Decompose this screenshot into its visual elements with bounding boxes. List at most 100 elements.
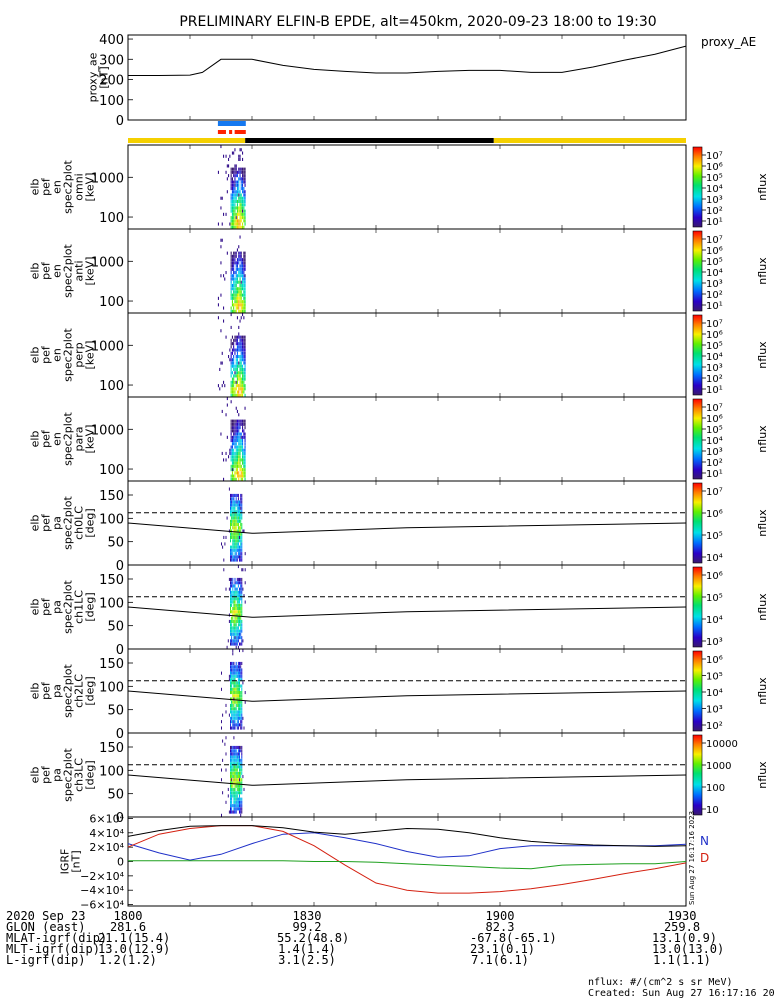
- spectrogram-cell: [230, 264, 232, 268]
- spectrogram-cell: [240, 193, 242, 197]
- spectrogram-cell: [236, 464, 238, 468]
- spectrogram-cell: [230, 755, 231, 759]
- spectrogram-cell: [224, 277, 226, 281]
- spectrogram-cell: [231, 545, 233, 549]
- spectrogram-cell: [242, 355, 244, 359]
- spectrogram-cell: [235, 183, 237, 187]
- energy_para-ylabel-line: para: [73, 427, 86, 452]
- spectrogram-cell: [237, 510, 239, 514]
- spectrogram-cell: [237, 645, 239, 649]
- spectrogram-cell: [235, 432, 237, 436]
- spectrogram-cell: [241, 684, 243, 688]
- spectrogram-cell: [237, 778, 239, 782]
- spectrogram-cell: [240, 335, 242, 339]
- spectrogram-cell: [240, 613, 242, 617]
- spectrogram-cell: [242, 335, 244, 339]
- spectrogram-cell: [231, 216, 233, 220]
- spectrogram-cell: [243, 167, 245, 171]
- spectrogram-cell: [230, 345, 232, 349]
- spectrogram-cell: [235, 503, 237, 507]
- spectrogram-cell: [237, 691, 239, 695]
- spectrogram-cell: [231, 361, 233, 365]
- spectrogram-cell: [235, 703, 237, 707]
- spectrogram-cell: [224, 742, 226, 746]
- spectrogram-cell: [238, 332, 240, 336]
- spectrogram-cell: [230, 271, 232, 275]
- spectrogram-cell: [230, 280, 232, 284]
- spectrogram-cell: [235, 700, 237, 704]
- spectrogram-cell: [228, 355, 230, 359]
- spectrogram-cell: [240, 671, 242, 675]
- spectrogram-cell: [233, 183, 235, 187]
- spectrogram-cell: [243, 293, 245, 297]
- spectrogram-cell: [240, 316, 242, 320]
- spectrogram-cell: [230, 587, 231, 591]
- spectrogram-cell: [230, 222, 232, 226]
- spectrogram-cell: [240, 813, 242, 817]
- spectrogram-cell: [223, 154, 225, 158]
- spectrogram-cell: [221, 222, 223, 226]
- spectrogram-cell: [235, 519, 237, 523]
- spectrogram-cell: [244, 216, 246, 220]
- spectrogram-cell: [240, 216, 242, 220]
- spectrogram-cell: [231, 794, 233, 798]
- spectrogram-cell: [240, 364, 242, 368]
- spectrogram-cell: [234, 548, 236, 552]
- spectrogram-cell: [238, 429, 240, 433]
- spectrogram-cell: [230, 581, 231, 585]
- spectrogram-cell: [232, 616, 234, 620]
- spectrogram-cell: [235, 755, 237, 759]
- spectrogram-cell: [225, 170, 227, 174]
- spectrogram-cell: [233, 283, 235, 287]
- spectrogram-cell: [230, 810, 231, 814]
- spectrogram-cell: [231, 523, 233, 527]
- spectrogram-cell: [232, 810, 234, 814]
- spectrogram-cell: [239, 678, 240, 682]
- spectrogram-cell: [231, 380, 233, 384]
- spectrogram-cell: [239, 797, 240, 801]
- spectrogram-cell: [233, 384, 235, 388]
- energy_anti-ylabel-line: en: [51, 264, 64, 278]
- ytick-label: 50: [107, 536, 124, 551]
- spectrogram-cell: [233, 167, 235, 171]
- spectrogram-cell: [235, 164, 237, 168]
- spectrogram-cell: [235, 684, 237, 688]
- spectrogram-cell: [239, 506, 240, 510]
- spectrogram-cell: [239, 558, 240, 562]
- spectrogram-cell: [231, 209, 233, 213]
- spectrogram-cell: [238, 426, 240, 430]
- spectrogram-cell: [236, 545, 238, 549]
- spectrogram-cell: [233, 797, 235, 801]
- spectrogram-cell: [243, 203, 245, 207]
- figure-title: PRELIMINARY ELFIN-B EPDE, alt=450km, 202…: [179, 14, 656, 30]
- spectrogram-cell: [234, 296, 236, 300]
- spectrogram-cell: [240, 619, 242, 623]
- spectrogram-cell: [243, 206, 245, 210]
- spectrogram-cell: [230, 678, 231, 682]
- spectrogram-cell: [242, 358, 244, 362]
- spectrogram-cell: [232, 513, 234, 517]
- ephemeris-value: 99.2: [292, 920, 322, 934]
- spectrogram-cell: [239, 787, 240, 791]
- spectrogram-cell: [231, 429, 233, 433]
- spectrogram-cell: [235, 406, 237, 410]
- spectrogram-cell: [239, 603, 240, 607]
- spectrogram-cell: [236, 513, 238, 517]
- spectrogram-cell: [240, 187, 242, 191]
- spectrogram-cell: [234, 519, 236, 523]
- spectrogram-cell: [231, 804, 233, 808]
- spectrogram-cell: [239, 355, 241, 359]
- spectrogram-cell: [237, 665, 239, 669]
- spectrogram-cell: [243, 251, 245, 255]
- spectrogram-cell: [239, 225, 241, 229]
- spectrogram-cell: [236, 367, 238, 371]
- spectrogram-cell: [230, 199, 232, 203]
- spectrogram-cell: [223, 380, 225, 384]
- spectrogram-cell: [225, 413, 227, 417]
- spectrogram-cell: [223, 458, 225, 462]
- spectrogram-cell: [231, 778, 233, 782]
- ytick-label: 150: [99, 573, 124, 588]
- spectrogram-cell: [223, 319, 225, 323]
- spectrogram-cell: [230, 758, 231, 762]
- spectrogram-cell: [226, 177, 228, 181]
